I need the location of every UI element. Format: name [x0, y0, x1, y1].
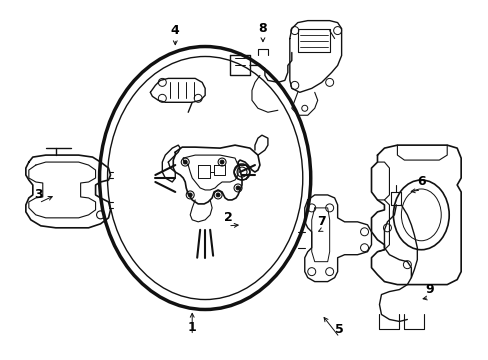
- Text: 9: 9: [424, 283, 433, 296]
- Text: 3: 3: [35, 188, 43, 202]
- Circle shape: [188, 193, 192, 197]
- Text: 1: 1: [187, 321, 196, 334]
- Circle shape: [216, 193, 220, 197]
- Text: 4: 4: [170, 24, 179, 37]
- Text: 5: 5: [335, 323, 343, 336]
- Text: 2: 2: [223, 211, 232, 224]
- Circle shape: [236, 186, 240, 190]
- Text: 7: 7: [317, 215, 325, 228]
- Text: 6: 6: [416, 175, 425, 189]
- Circle shape: [220, 160, 224, 164]
- Circle shape: [183, 160, 187, 164]
- Text: 8: 8: [258, 22, 267, 35]
